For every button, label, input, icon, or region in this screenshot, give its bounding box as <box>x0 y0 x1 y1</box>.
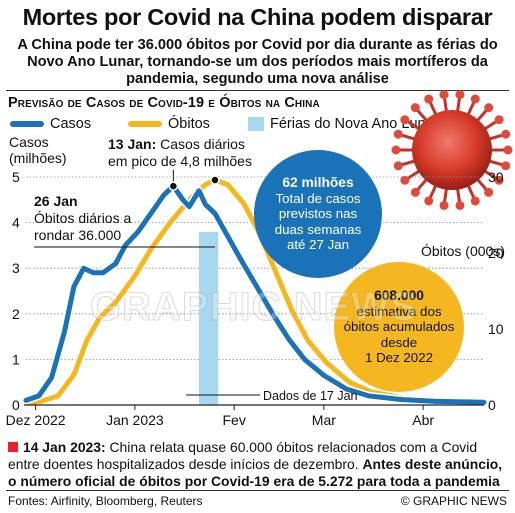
virus-spike-tip <box>393 129 403 139</box>
data-note: Dados de 17 Jan <box>263 389 358 403</box>
left-axis-label-line1: Casos <box>9 134 49 150</box>
holiday-band-rect <box>198 232 219 405</box>
legend-deaths: Óbitos <box>128 116 210 132</box>
axis-layer: 0 1 2 3 4 5 0 10 20 30 Dez 2022 Jan 2023 Fev Mar Abr <box>6 169 504 428</box>
cases-bubble-l3: duas semanas <box>274 221 362 237</box>
virus-spike-tip <box>424 196 434 206</box>
x-tick-label: Dez 2022 <box>6 412 66 428</box>
right-tick-label: 20 <box>488 245 504 261</box>
right-tick-label: 0 <box>488 397 496 413</box>
deaths-bubble-l4: 1 Dez 2022 <box>364 350 433 366</box>
virus-spike-tip <box>391 145 401 155</box>
chart-title: Previsão de Casos de Covid-19 e Óbitos n… <box>8 95 320 111</box>
virus-spike-tip <box>494 115 504 125</box>
left-tick-label: 1 <box>12 351 20 367</box>
legend-cases: Casos <box>10 116 91 132</box>
cases-bubble-l4: até 27 Jan <box>286 237 350 253</box>
legend-holiday: Férias do Nova Ano Lunar <box>248 116 438 132</box>
virus-spike-tip <box>400 175 410 185</box>
virus-spike-tip <box>410 103 420 113</box>
right-tick-label: 30 <box>488 169 504 185</box>
sources: Fontes: Airfinity, Bloomberg, Reuters <box>8 494 203 508</box>
x-tick-label: Jan 2023 <box>106 412 164 428</box>
footnote: 14 Jan 2023: China relata quase 60.000 ó… <box>8 439 510 490</box>
x-tick-label: Mar <box>312 412 336 428</box>
x-tick-label: Abr <box>412 412 434 428</box>
left-axis-label: Casos (milhões) <box>9 134 67 166</box>
watermark: GRAPHIC NEWS <box>90 285 418 330</box>
annotation-layer <box>34 170 260 396</box>
virus-spike-tip <box>484 187 494 197</box>
left-axis-label-line2: (milhões) <box>9 150 67 166</box>
cases-line <box>23 183 487 405</box>
deaths-annotation-title: 26 Jan <box>34 193 78 209</box>
virus-spike-tip <box>410 187 420 197</box>
peak-annotation: 13 Jan: Casos diários em pico de 4,8 mil… <box>108 136 252 170</box>
deaths-bubble-l3: desde <box>380 334 418 350</box>
deaths-annotation-text2: rondar 36.000 <box>34 227 122 243</box>
footnote-text1: China relata quase 60.000 óbitos relacio… <box>8 439 478 472</box>
left-tick-label: 2 <box>12 306 20 322</box>
deaths-bubble-l1: estimativa dos <box>356 303 442 319</box>
deaths-annotation-text1: Óbitos diários a <box>34 210 132 226</box>
peak-annotation-text1: Casos diários <box>160 136 245 152</box>
page-subtitle: A China pode ter 36.000 óbitos por Covid… <box>17 37 498 87</box>
virus-spike-tip <box>470 94 480 104</box>
left-tick-label: 3 <box>12 260 20 276</box>
legend-deaths-swatch <box>128 121 162 127</box>
virus-spike-tip <box>400 115 410 125</box>
virus-spike-tip <box>470 196 480 206</box>
virus-spike-tip <box>501 161 511 171</box>
cases-bubble-l2: previstos nas <box>278 206 358 222</box>
left-tick-label: 0 <box>12 397 20 413</box>
virus-illustration <box>391 90 513 210</box>
virus-spike-tip <box>439 200 449 210</box>
right-axis-label: Óbitos (000s) <box>420 243 505 259</box>
virus-spike-tip <box>484 103 494 113</box>
footer-divider <box>6 490 509 491</box>
legend-cases-label: Casos <box>50 116 92 132</box>
virus-spike-tip <box>494 175 504 185</box>
peak-annotation-text2: em pico de 4,8 milhões <box>108 153 252 169</box>
peak-annotation-title: 13 Jan: <box>108 136 157 152</box>
virus-spike-tip <box>501 129 511 139</box>
page-title: Mortes por Covid na China podem disparar <box>22 4 493 30</box>
legend-holiday-label: Férias do Nova Ano Lunar <box>270 116 439 132</box>
holiday-band <box>198 232 219 405</box>
deaths-total-bubble: 608.000 estimativa dos óbitos acumulados… <box>334 262 464 392</box>
cases-total-bubble: 62 milhões Total de casos previstos nas … <box>254 150 382 278</box>
peak-marker <box>168 181 179 191</box>
cases-bubble-l1: Total de casos <box>275 190 361 206</box>
left-tick-label: 4 <box>12 215 20 231</box>
deaths-marker <box>210 175 220 185</box>
legend-cases-swatch <box>10 121 44 127</box>
virus-spike-tip <box>503 145 513 155</box>
credit: © GRAPHIC NEWS <box>400 494 507 508</box>
left-tick-label: 5 <box>12 169 20 185</box>
footnote-text2: Antes deste anúncio, o número oficial de… <box>8 456 503 489</box>
virus-spike-tip <box>424 94 434 104</box>
virus-spike-tip <box>455 90 465 100</box>
cases-bubble-big: 62 milhões <box>282 175 354 191</box>
virus-spike-tip <box>393 161 403 171</box>
legend-holiday-swatch <box>248 117 264 131</box>
virus-spike-tip <box>455 200 465 210</box>
footnote-date: 14 Jan 2023: <box>23 439 106 455</box>
virus-body <box>412 110 492 190</box>
deaths-annotation: 26 Jan Óbitos diários a rondar 36.000 <box>34 193 131 244</box>
right-tick-label: 10 <box>488 321 504 337</box>
legend-deaths-label: Óbitos <box>168 116 210 132</box>
header-divider <box>6 90 509 91</box>
deaths-bubble-l2: óbitos acumulados <box>343 319 455 335</box>
forecast-chart: 0 1 2 3 4 5 0 10 20 30 Dez 2022 Jan 2023 Fev Mar Abr <box>6 90 513 428</box>
footnote-marker-icon <box>8 442 18 452</box>
virus-spike-tip <box>439 90 449 100</box>
x-tick-label: Fev <box>223 412 246 428</box>
deaths-bubble-big: 608.000 <box>374 288 424 304</box>
